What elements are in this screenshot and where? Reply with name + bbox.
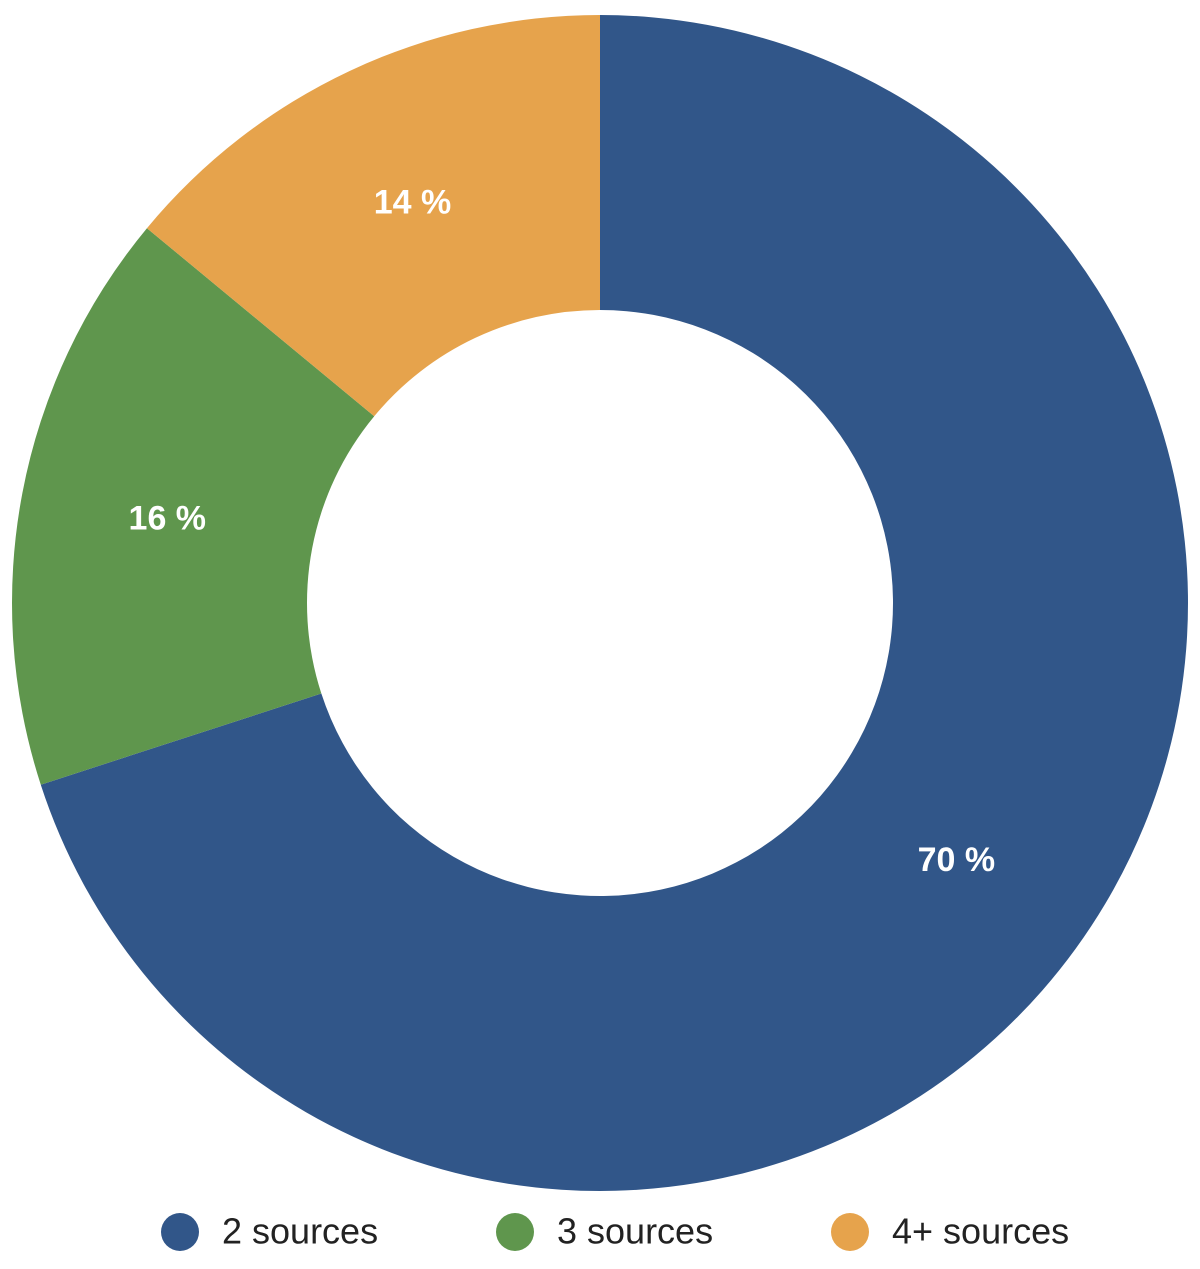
donut-slice [146,15,600,417]
data-label: 70 % [918,841,996,879]
donut-slice [40,15,1188,1191]
donut-slice [11,228,375,785]
data-label: 14 % [374,183,452,221]
legend-label: 3 sources [557,1211,713,1252]
legend-swatch [496,1213,534,1251]
legend-swatch [161,1213,199,1251]
legend-label: 2 sources [222,1211,378,1252]
data-label: 16 % [129,499,207,537]
legend-swatch [831,1213,869,1251]
legend-label: 4+ sources [892,1211,1069,1252]
